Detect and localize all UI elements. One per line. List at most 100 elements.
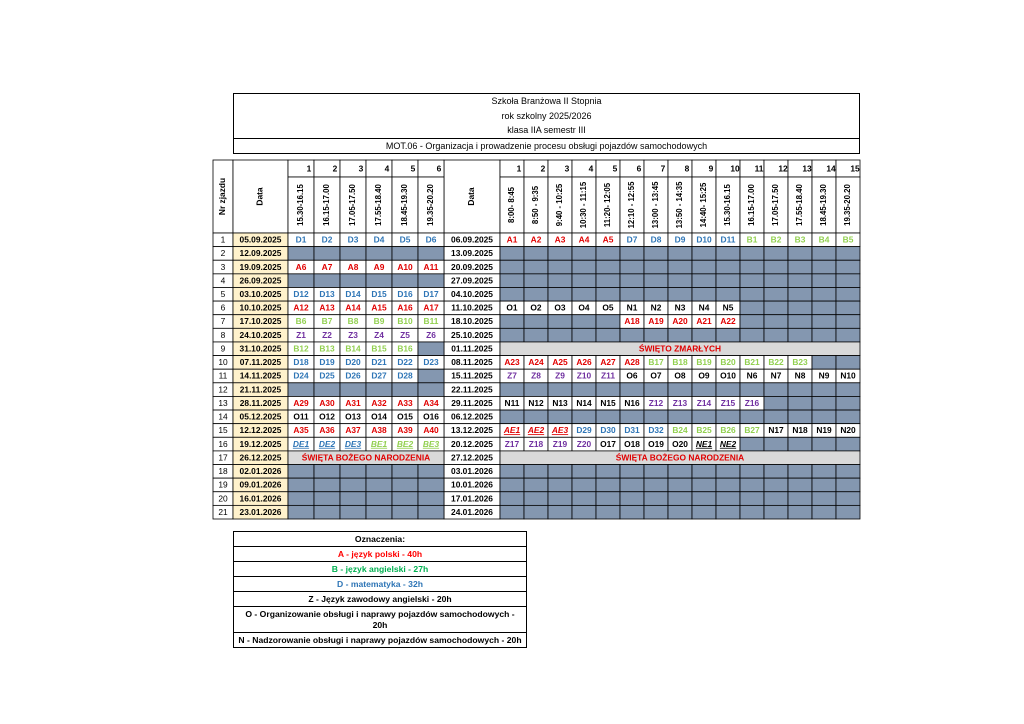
cell	[571, 259, 597, 275]
lesson: A31	[345, 398, 361, 408]
date: 15.11.2025	[451, 371, 493, 381]
lesson: DE2	[319, 439, 336, 449]
lesson: D26	[345, 371, 361, 381]
lesson: O16	[423, 412, 439, 422]
cell	[763, 436, 789, 452]
cell	[643, 273, 669, 288]
cell	[691, 504, 717, 520]
time-label: 18.45-19.30	[400, 184, 409, 226]
column-number: 2	[541, 164, 546, 174]
lesson: D21	[371, 357, 387, 367]
lesson: A1	[507, 235, 518, 245]
column-number: 1	[517, 164, 522, 174]
lesson: A39	[397, 425, 413, 435]
cell	[523, 409, 549, 425]
legend-entry: Z - Język zawodowy angielski - 20h	[234, 591, 526, 606]
cell	[643, 504, 669, 520]
cell	[571, 314, 597, 329]
cell	[523, 504, 549, 520]
cell	[339, 382, 367, 397]
column-number: 14	[826, 164, 836, 174]
cell	[643, 464, 669, 479]
lesson: B26	[720, 425, 736, 435]
lesson: DE1	[293, 439, 310, 449]
column-number: 8	[685, 164, 690, 174]
cell	[523, 491, 549, 506]
lesson: O3	[554, 303, 566, 313]
cell	[619, 491, 645, 506]
cell	[313, 491, 341, 506]
row-number: 18	[218, 466, 228, 476]
date: 03.01.2026	[451, 466, 493, 476]
lesson: BE1	[371, 439, 388, 449]
lesson: A5	[603, 235, 614, 245]
cell	[619, 504, 645, 520]
lesson: D20	[345, 357, 361, 367]
lesson: B2	[771, 235, 782, 245]
date: 06.12.2025	[451, 412, 493, 422]
cell	[715, 409, 741, 425]
cell	[391, 273, 419, 288]
lesson: B16	[397, 343, 413, 353]
cell	[787, 314, 813, 329]
cell	[643, 259, 669, 275]
cell	[835, 436, 861, 452]
cell	[835, 464, 861, 479]
cell	[571, 273, 597, 288]
cell	[787, 246, 813, 261]
cell	[739, 314, 765, 329]
lesson: A36	[319, 425, 335, 435]
legend-entry: B - język angielski - 27h	[234, 561, 526, 576]
lesson: B1	[747, 235, 758, 245]
cell	[691, 409, 717, 425]
cell	[595, 464, 621, 479]
time-label: 18.45-19.30	[819, 184, 828, 226]
cell	[595, 491, 621, 506]
lesson: B4	[819, 235, 830, 245]
time-label: 17.05-17.50	[348, 184, 357, 226]
lesson: Z19	[553, 439, 568, 449]
lesson: B14	[345, 343, 361, 353]
lesson: A33	[397, 398, 413, 408]
row-number: 2	[221, 248, 226, 258]
cell	[643, 246, 669, 261]
lesson: D22	[397, 357, 413, 367]
cell	[691, 259, 717, 275]
cell	[763, 396, 789, 411]
lesson: N19	[816, 425, 832, 435]
date: 02.01.2026	[240, 466, 282, 476]
legend-entry: D - matematyka - 32h	[234, 576, 526, 591]
row-number: 14	[218, 412, 228, 422]
lesson: Z16	[745, 398, 760, 408]
cell	[763, 464, 789, 479]
lesson: D14	[345, 289, 361, 299]
date: 29.11.2025	[451, 398, 493, 408]
cell	[691, 491, 717, 506]
cell	[715, 273, 741, 288]
cell	[835, 504, 861, 520]
cell	[547, 327, 573, 343]
lesson: D1	[296, 235, 307, 245]
date: 27.12.2025	[451, 452, 493, 462]
cell	[811, 259, 837, 275]
cell	[739, 176, 765, 234]
row-number: 12	[218, 384, 228, 394]
lesson: B24	[672, 425, 688, 435]
date: 01.11.2025	[451, 343, 493, 353]
cell	[391, 382, 419, 397]
cell	[595, 382, 621, 397]
cell	[571, 287, 597, 302]
cell	[811, 327, 837, 343]
cell	[547, 409, 573, 425]
lesson: A20	[672, 316, 688, 326]
cell	[835, 300, 861, 316]
cell	[595, 409, 621, 425]
lesson: B22	[768, 357, 784, 367]
lesson: Z6	[426, 330, 436, 340]
time-label: 16.15-17.00	[322, 184, 331, 226]
lesson: A26	[576, 357, 592, 367]
lesson: A14	[345, 303, 361, 313]
time-label: 11:20- 12:05	[603, 182, 612, 227]
column-number: 10	[730, 164, 740, 174]
